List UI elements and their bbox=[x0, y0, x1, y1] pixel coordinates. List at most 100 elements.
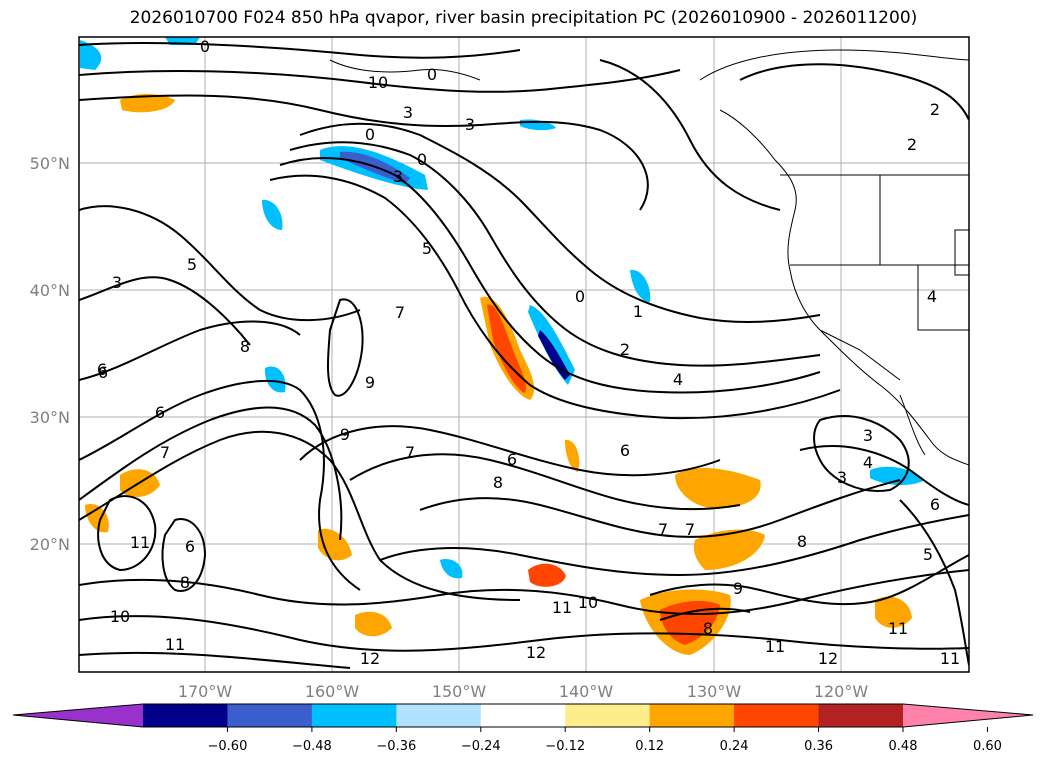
positive-anomaly-area bbox=[693, 529, 765, 570]
contour-label: 6 bbox=[185, 537, 195, 556]
contour-label: 3 bbox=[403, 103, 413, 122]
contour-label: 3 bbox=[863, 426, 873, 445]
contour-label: 0 bbox=[575, 287, 585, 306]
colorbar-segment bbox=[480, 704, 566, 727]
lon-label-120: 120°W bbox=[814, 682, 869, 701]
colorbar-segment bbox=[143, 704, 228, 727]
contour-line bbox=[79, 651, 351, 669]
colorbar-segment bbox=[311, 704, 397, 727]
contour-label: 5 bbox=[923, 545, 933, 564]
lon-label-160: 160°W bbox=[305, 682, 360, 701]
contour-label: 0 bbox=[365, 125, 375, 144]
contour-line bbox=[899, 499, 969, 666]
colorbar-segments bbox=[143, 704, 904, 727]
alaska-coast bbox=[699, 49, 969, 81]
colorbar: −0.60 −0.48 −0.36 −0.24 −0.12 0.12 0.24 0.36 0.4… bbox=[12, 703, 1034, 754]
contour-line bbox=[813, 415, 910, 492]
lon-label-170: 170°W bbox=[178, 682, 233, 701]
contour-label: 9 bbox=[340, 425, 350, 444]
contour-line bbox=[269, 174, 841, 420]
contour-label: 3 bbox=[465, 115, 475, 134]
colorbar-outline bbox=[12, 703, 1034, 728]
contour-label: 4 bbox=[673, 370, 683, 389]
contour-line bbox=[79, 276, 251, 346]
contour-line bbox=[79, 320, 301, 381]
positive-anomaly-area bbox=[120, 94, 175, 113]
contour-label: 4 bbox=[927, 287, 937, 306]
colorbar-tick-label: 0.12 bbox=[635, 739, 664, 754]
colorbar-tick-label: 0.48 bbox=[889, 739, 918, 754]
colorbar-tick-label: 0.24 bbox=[720, 739, 749, 754]
contour-label: 4 bbox=[863, 453, 873, 472]
negative-anomaly-area bbox=[440, 559, 463, 579]
positive-anomaly-area bbox=[355, 611, 392, 637]
colorbar-segment bbox=[565, 704, 651, 727]
colorbar-tick-label: 0.60 bbox=[973, 739, 1002, 754]
contour-label: 11 bbox=[130, 533, 150, 552]
positive-anomaly-area bbox=[675, 468, 761, 509]
contour-label: 6 bbox=[930, 495, 940, 514]
contour-line bbox=[649, 554, 969, 606]
baja-coast bbox=[899, 394, 926, 456]
colorbar-segment bbox=[734, 704, 820, 727]
contour-line bbox=[79, 42, 521, 59]
contour-label: 3 bbox=[837, 468, 847, 487]
negative-anomaly-area bbox=[630, 269, 651, 302]
colorbar-segment bbox=[649, 704, 735, 727]
lon-label-130: 130°W bbox=[687, 682, 742, 701]
contour-line bbox=[79, 94, 649, 211]
state-border bbox=[954, 229, 969, 276]
lon-label-150: 150°W bbox=[432, 682, 487, 701]
west-coast bbox=[719, 109, 969, 466]
contour-label: 0 bbox=[427, 65, 437, 84]
contour-label: 7 bbox=[395, 303, 405, 322]
contour-label: 10 bbox=[368, 73, 388, 92]
contour-line bbox=[79, 380, 361, 591]
contour-label: 10 bbox=[578, 593, 598, 612]
contour-label: 0 bbox=[417, 150, 427, 169]
colorbar-tick-label: 0.36 bbox=[804, 739, 833, 754]
contour-label: 8 bbox=[180, 573, 190, 592]
border-us-mexico bbox=[819, 329, 901, 381]
lon-label-140: 140°W bbox=[559, 682, 614, 701]
lat-label-40: 40°N bbox=[30, 281, 70, 300]
contour-line bbox=[799, 445, 969, 506]
contour-label: 8 bbox=[493, 473, 503, 492]
latitude-labels: 50°N 40°N 30°N 20°N bbox=[30, 154, 70, 554]
colorbar-tick-label: −0.12 bbox=[545, 739, 585, 754]
negative-anomaly-area bbox=[870, 466, 925, 486]
contour-label: 8 bbox=[703, 619, 713, 638]
positive-anomaly-core bbox=[487, 304, 527, 393]
contour-line bbox=[599, 59, 781, 211]
contour-label: 9 bbox=[733, 579, 743, 598]
contour-label: 6 bbox=[97, 360, 107, 379]
coastlines bbox=[329, 49, 969, 466]
contour-line bbox=[659, 607, 751, 621]
contour-label: 5 bbox=[422, 239, 432, 258]
contour-label: 9 bbox=[365, 373, 375, 392]
contour-label: 6 bbox=[620, 441, 630, 460]
contour-line bbox=[326, 298, 364, 397]
contour-label: 7 bbox=[405, 443, 415, 462]
colorbar-segment bbox=[396, 704, 482, 727]
positive-anomaly-area bbox=[85, 504, 109, 533]
contour-line bbox=[79, 406, 343, 541]
colorbar-extend-low bbox=[13, 704, 143, 727]
contour-label: 1 bbox=[633, 302, 643, 321]
contour-line bbox=[419, 479, 901, 538]
contour-label: 11 bbox=[552, 598, 572, 617]
contour-label: 12 bbox=[360, 649, 380, 668]
contour-line bbox=[739, 63, 969, 121]
plot-frame bbox=[78, 36, 970, 673]
lat-label-30: 30°N bbox=[30, 408, 70, 427]
positive-anomaly-area bbox=[875, 596, 912, 628]
contour-label: 8 bbox=[240, 337, 250, 356]
contour-line bbox=[79, 69, 681, 93]
contour-line bbox=[79, 205, 361, 322]
contour-line bbox=[379, 514, 969, 577]
contour-label: 6 bbox=[507, 450, 517, 469]
lat-label-20: 20°N bbox=[30, 535, 70, 554]
contour-label: 0 bbox=[200, 37, 210, 56]
